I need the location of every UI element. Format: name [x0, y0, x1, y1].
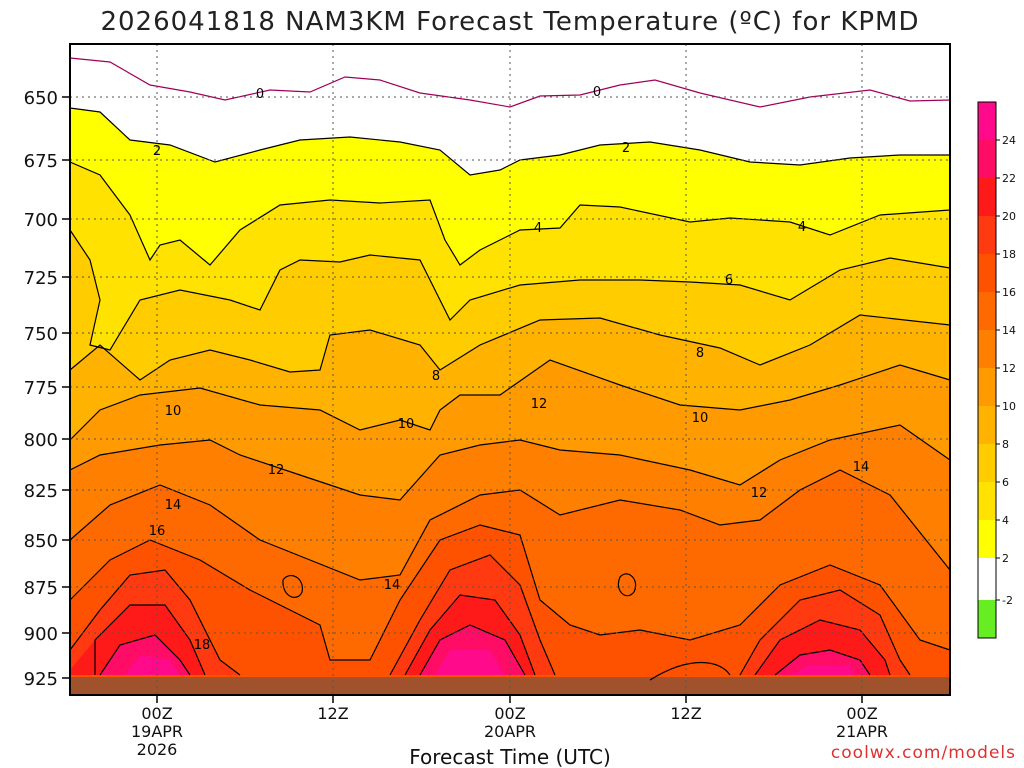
contour-label: 12	[531, 397, 548, 412]
contour-label: 12	[751, 486, 768, 501]
contour-label: 0	[256, 87, 264, 102]
chart-title: 2026041818 NAM3KM Forecast Temperature (…	[100, 7, 919, 37]
contour-label: 0	[593, 85, 601, 100]
x-tick-label: 00Z	[141, 704, 172, 723]
colorbar-tick: 20	[1002, 210, 1016, 223]
temperature-bands	[70, 108, 950, 695]
contour-label: 4	[534, 221, 542, 236]
contour-10	[69, 359, 951, 441]
cb-block	[978, 558, 996, 600]
colorbar-tick: 16	[1002, 286, 1016, 299]
colorbar-tick: 14	[1002, 324, 1016, 337]
colorbar-tick: 10	[1002, 400, 1016, 413]
contour-2	[69, 107, 950, 176]
cb-block	[978, 330, 996, 368]
colorbar-tick: 4	[1002, 514, 1009, 527]
contour-4	[69, 161, 951, 266]
contour-label: 4	[798, 220, 806, 235]
y-tick-label: 850	[24, 531, 58, 552]
x-tick-label: 00Z	[494, 704, 525, 723]
cb-block	[978, 216, 996, 254]
credit-text: coolwx.com/models	[831, 743, 1016, 763]
contour-14	[69, 469, 951, 581]
x-tick-date: 20APR	[484, 722, 536, 741]
colorbar-tick: 12	[1002, 362, 1016, 375]
contour-16	[69, 524, 951, 661]
cb-block	[978, 482, 996, 520]
contour-label: 2	[153, 144, 161, 159]
contour-label: 6	[725, 273, 733, 288]
contour-6	[69, 229, 951, 351]
x-tick-date: 21APR	[836, 722, 888, 741]
x-tick-label: 00Z	[846, 704, 877, 723]
x-axis-title: Forecast Time (UTC)	[409, 745, 611, 768]
y-tick-label: 825	[24, 481, 58, 502]
x-tick-year: 2026	[137, 740, 178, 759]
y-tick-label: 900	[24, 624, 58, 645]
band-24-26	[125, 650, 855, 675]
y-tick-label: 750	[24, 324, 58, 345]
contour-labels: 0 0 2 2 4 4 6 8 8 10 10 10 12 12 12 14 1…	[149, 85, 870, 653]
y-tick-label: 875	[24, 578, 58, 599]
contour-12	[69, 424, 951, 501]
contour-label: 10	[692, 411, 709, 426]
contour-label: 14	[165, 498, 182, 513]
contour-label: 14	[853, 460, 870, 475]
colorbar-tick: -2	[1002, 594, 1013, 607]
contour-label: 2	[622, 141, 630, 156]
cb-block	[978, 102, 996, 140]
contour-18	[69, 554, 911, 676]
contour-label: 10	[398, 417, 415, 432]
contour-label: 18	[194, 638, 211, 653]
cb-block	[978, 292, 996, 330]
colorbar: 24 22 20 18 16 14 12 10 8 6 4 2 -2	[977, 101, 1016, 639]
contour-22	[99, 624, 871, 676]
y-tick-label: 725	[24, 268, 58, 289]
contour-label: 14	[384, 578, 401, 593]
y-tick-label: 775	[24, 378, 58, 399]
cb-block	[978, 140, 996, 178]
y-tick-label: 650	[24, 88, 58, 109]
contour-label: 12	[268, 463, 285, 478]
contour-lines	[69, 57, 951, 681]
cb-block	[978, 444, 996, 482]
x-axis: 00Z 19APR 2026 12Z 00Z 20APR 12Z 00Z 21A…	[131, 695, 888, 759]
x-tick-label: 12Z	[317, 704, 348, 723]
grid	[70, 44, 950, 695]
contour-8	[69, 314, 951, 381]
colorbar-tick: 18	[1002, 248, 1016, 261]
y-tick-label: 800	[24, 430, 58, 451]
cb-block	[978, 406, 996, 444]
cb-block	[978, 368, 996, 406]
colorbar-tick: 24	[1002, 134, 1016, 147]
y-axis: 650 675 700 725 750 775 800 825 850 875 …	[24, 88, 70, 690]
y-tick-label: 675	[24, 151, 58, 172]
contour-0	[69, 57, 951, 108]
contour-small-loops	[282, 573, 731, 681]
colorbar-tick: 2	[1002, 552, 1009, 565]
y-tick-label: 700	[24, 210, 58, 231]
colorbar-tick: 6	[1002, 476, 1009, 489]
cb-block	[978, 254, 996, 292]
contour-label: 10	[165, 404, 182, 419]
cb-block	[978, 520, 996, 558]
cb-block	[978, 600, 996, 638]
contour-label: 16	[149, 524, 166, 539]
cb-frame	[977, 101, 997, 639]
y-tick-label: 925	[24, 669, 58, 690]
colorbar-tick: 8	[1002, 438, 1009, 451]
contour-label: 8	[432, 369, 440, 384]
cb-block	[978, 178, 996, 216]
contour-20	[94, 594, 891, 676]
x-tick-date: 19APR	[131, 722, 183, 741]
contour-label: 8	[696, 346, 704, 361]
x-tick-label: 12Z	[670, 704, 701, 723]
colorbar-tick: 22	[1002, 172, 1016, 185]
